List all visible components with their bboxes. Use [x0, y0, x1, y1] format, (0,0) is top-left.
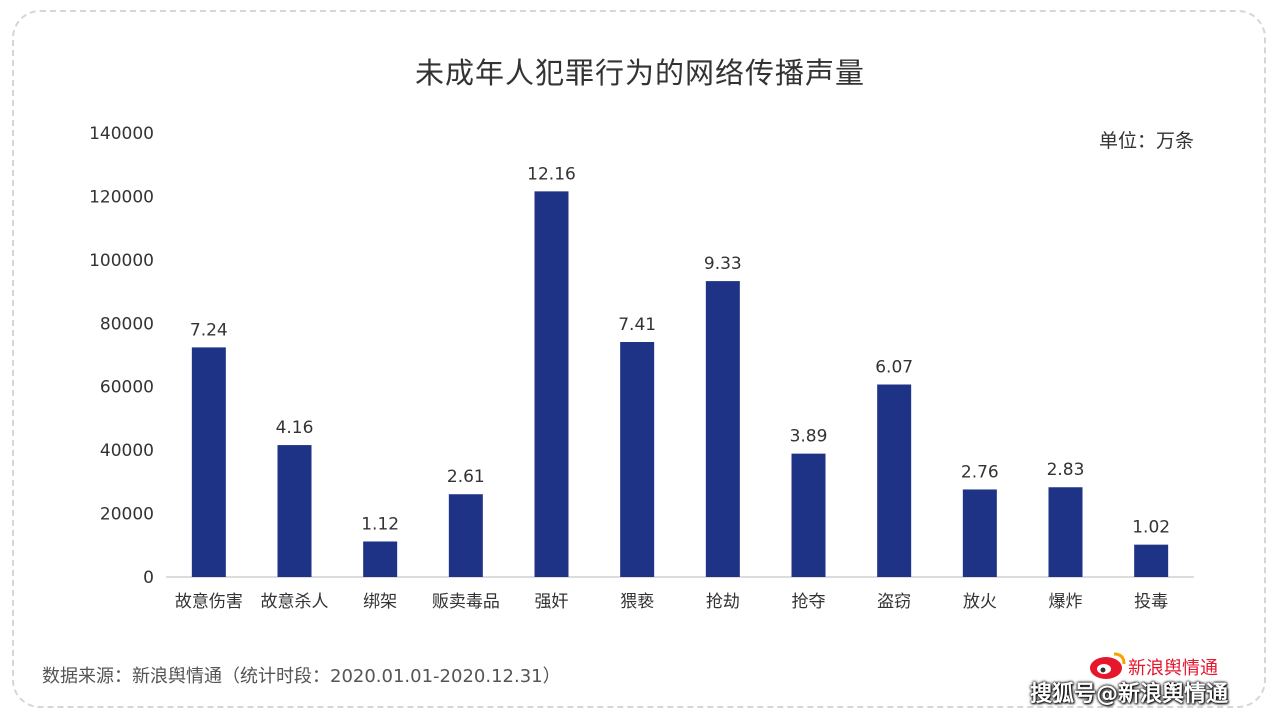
bar-3	[363, 541, 398, 577]
y-tick-label: 0	[143, 568, 154, 588]
data-label: 3.89	[790, 427, 828, 447]
data-label: 7.41	[618, 315, 656, 335]
data-label: 12.16	[527, 164, 576, 184]
x-tick-label: 爆炸	[1049, 592, 1083, 612]
bar-11	[1048, 487, 1083, 577]
data-source: 数据来源：新浪舆情通（统计时段：2020.01.01-2020.12.31）	[42, 666, 561, 687]
bar-4	[448, 494, 483, 577]
x-tick-label: 绑架	[363, 592, 397, 612]
bar-9	[877, 384, 912, 577]
y-tick-label: 100000	[89, 251, 154, 271]
x-tick-label: 放火	[963, 592, 997, 612]
bar-7	[705, 281, 740, 577]
unit-label: 单位：万条	[1098, 130, 1194, 152]
bar-6	[620, 341, 655, 577]
watermark: 搜狐号@新浪舆情通	[1030, 682, 1229, 707]
data-label: 2.76	[961, 462, 999, 482]
chart-title: 未成年人犯罪行为的网络传播声量	[414, 56, 865, 90]
x-tick-label: 投毒	[1134, 592, 1168, 612]
data-label: 6.07	[875, 357, 913, 377]
data-label: 1.12	[361, 514, 399, 534]
y-tick-label: 20000	[100, 505, 154, 525]
x-tick-label: 贩卖毒品	[432, 592, 500, 612]
data-label: 4.16	[276, 418, 314, 438]
bar-8	[791, 453, 826, 577]
data-label: 2.83	[1047, 460, 1085, 480]
sina-logo-icon: 新浪舆情通	[1090, 652, 1218, 679]
bar-10	[962, 489, 997, 577]
bar-2	[277, 445, 312, 577]
x-tick-label: 盗窃	[877, 592, 911, 612]
x-tick-label: 抢劫	[706, 592, 740, 612]
bar-5	[534, 191, 569, 577]
logo-text: 新浪舆情通	[1128, 658, 1218, 679]
chart-frame	[12, 10, 1266, 708]
x-tick-label: 强奸	[535, 592, 569, 612]
y-tick-label: 120000	[89, 187, 154, 207]
data-label: 1.02	[1132, 518, 1170, 538]
y-tick-label: 80000	[100, 314, 154, 334]
y-tick-label: 60000	[100, 378, 154, 398]
x-tick-label: 抢夺	[792, 592, 826, 612]
bar-1	[191, 347, 226, 577]
x-tick-label: 故意伤害	[175, 592, 243, 612]
data-label: 2.61	[447, 467, 485, 487]
bar-12	[1134, 544, 1169, 577]
data-label: 9.33	[704, 254, 742, 274]
x-tick-label: 猥亵	[620, 592, 654, 612]
y-tick-label: 40000	[100, 441, 154, 461]
x-tick-label: 故意杀人	[261, 592, 329, 612]
data-label: 7.24	[190, 320, 228, 340]
y-tick-label: 140000	[89, 124, 154, 144]
